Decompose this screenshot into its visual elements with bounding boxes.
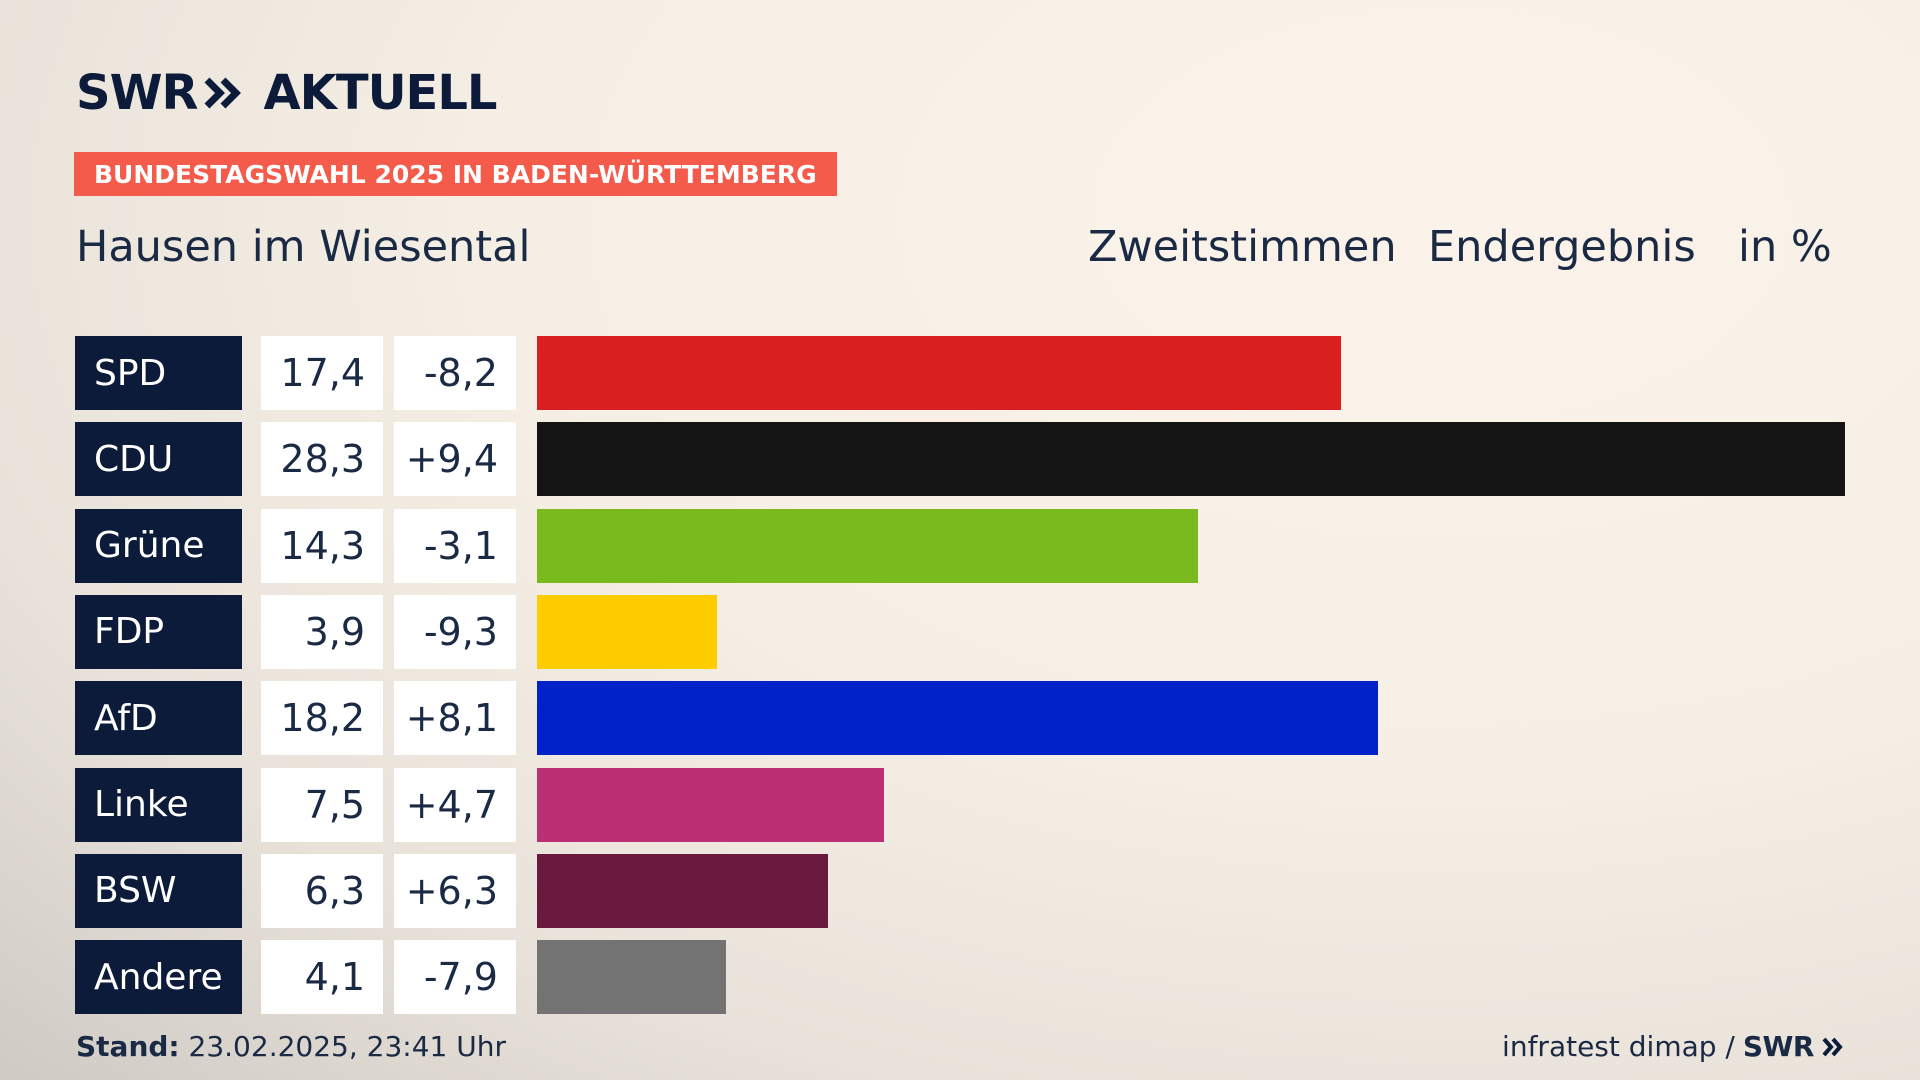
- party-label: Grüne: [75, 508, 242, 583]
- result-row: Grüne 14,3 -3,1: [0, 508, 1920, 583]
- vote-share-value: 18,2: [261, 681, 383, 756]
- vote-share-value: 6,3: [261, 853, 383, 928]
- vote-type-label: Zweitstimmen: [1088, 222, 1397, 272]
- result-row: AfD 18,2 +8,1: [0, 681, 1920, 756]
- party-label: SPD: [75, 336, 242, 410]
- election-tag: BUNDESTAGSWAHL 2025 IN BADEN-WÜRTTEMBERG: [74, 152, 837, 196]
- vote-share-bar: [537, 508, 1198, 583]
- change-value: -7,9: [394, 940, 516, 1015]
- vote-share-value: 3,9: [261, 594, 383, 669]
- vote-share-value: 7,5: [261, 767, 383, 842]
- vote-share-bar: [537, 853, 829, 928]
- change-value: +4,7: [394, 767, 516, 842]
- change-value: -8,2: [394, 336, 516, 410]
- vote-share-bar: [537, 940, 727, 1015]
- party-label: AfD: [75, 681, 242, 756]
- double-chevron-icon: [1822, 1037, 1843, 1056]
- vote-share-bar: [537, 336, 1342, 410]
- result-row: CDU 28,3 +9,4: [0, 422, 1920, 497]
- change-value: -9,3: [394, 594, 516, 669]
- result-row: Linke 7,5 +4,7: [0, 767, 1920, 842]
- party-label: CDU: [75, 422, 242, 497]
- unit-label: in %: [1738, 222, 1832, 272]
- vote-share-bar: [537, 422, 1845, 497]
- result-status-label: Endergebnis: [1428, 222, 1696, 272]
- change-value: +6,3: [394, 853, 516, 928]
- vote-share-bar: [537, 767, 884, 842]
- change-value: +9,4: [394, 422, 516, 497]
- vote-share-value: 28,3: [261, 422, 383, 497]
- result-row: Andere 4,1 -7,9: [0, 940, 1920, 1015]
- result-row: SPD 17,4 -8,2: [0, 336, 1920, 410]
- place-title: Hausen im Wiesental: [76, 222, 531, 272]
- source-brand: SWR: [1742, 1030, 1815, 1063]
- party-label: Andere: [75, 940, 242, 1015]
- timestamp: Stand: 23.02.2025, 23:41 Uhr: [76, 1030, 506, 1063]
- stand-label: Stand:: [76, 1030, 180, 1063]
- source-text: infratest dimap /: [1502, 1030, 1735, 1063]
- source-credit: infratest dimap / SWR: [1502, 1030, 1844, 1063]
- stand-value: 23.02.2025, 23:41 Uhr: [188, 1030, 506, 1063]
- vote-share-value: 17,4: [261, 336, 383, 410]
- logo-aktuell-text: AKTUELL: [263, 65, 497, 121]
- party-label: FDP: [75, 594, 242, 669]
- change-value: +8,1: [394, 681, 516, 756]
- change-value: -3,1: [394, 508, 516, 583]
- vote-share-value: 4,1: [261, 940, 383, 1015]
- vote-share-value: 14,3: [261, 508, 383, 583]
- vote-share-bar: [537, 594, 718, 669]
- party-label: BSW: [75, 853, 242, 928]
- double-chevron-icon: [205, 77, 242, 109]
- swr-aktuell-logo: SWR AKTUELL: [76, 65, 498, 121]
- vote-share-bar: [537, 681, 1379, 756]
- result-row: BSW 6,3 +6,3: [0, 853, 1920, 928]
- party-label: Linke: [75, 767, 242, 842]
- result-row: FDP 3,9 -9,3: [0, 594, 1920, 669]
- logo-swr-text: SWR: [76, 65, 198, 121]
